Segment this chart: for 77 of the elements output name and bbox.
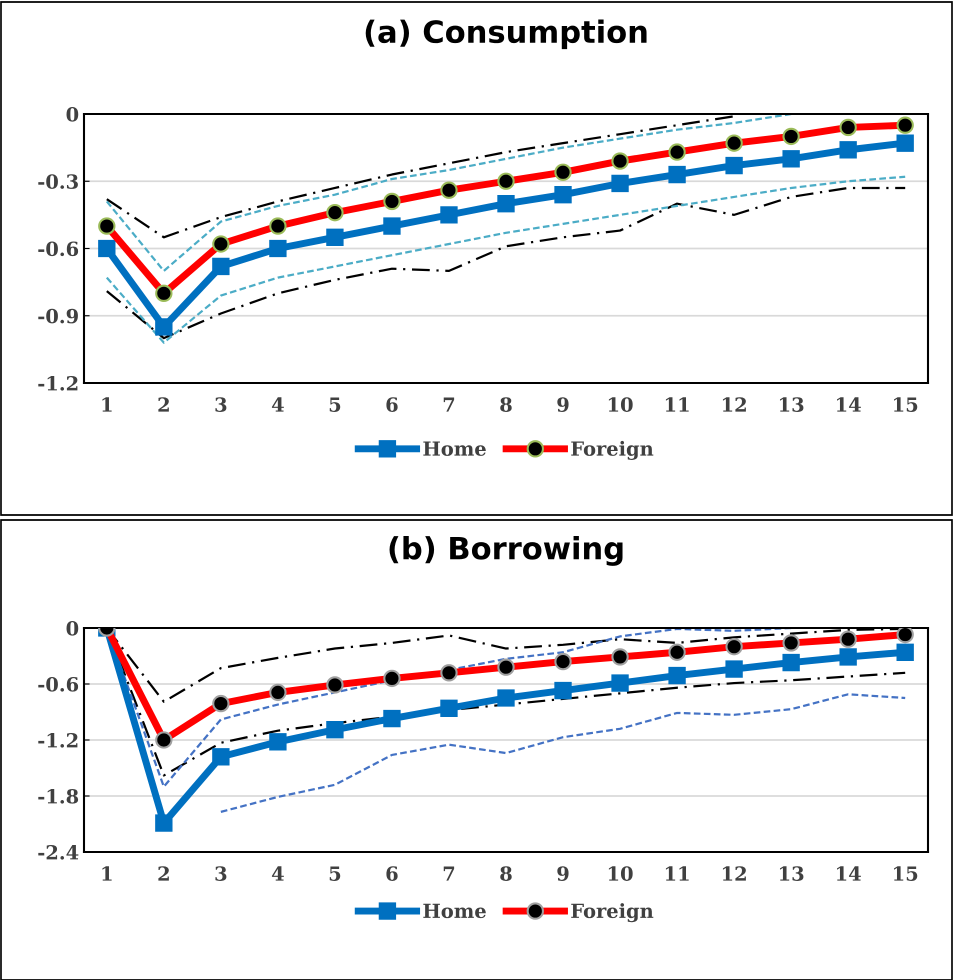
point <box>611 174 629 192</box>
x-tick-label: 12 <box>722 397 746 412</box>
point <box>269 733 287 751</box>
x-tick-label: 9 <box>557 397 569 412</box>
x-tick-label: 2 <box>158 866 169 881</box>
y-tick-label: -0.9 <box>38 308 78 324</box>
x-tick-label: 7 <box>444 866 454 881</box>
x-tick-label: 7 <box>444 397 454 412</box>
legend-label: Home <box>423 441 486 456</box>
legend-label: Foreign <box>571 903 654 922</box>
point <box>896 644 914 661</box>
point <box>668 166 686 184</box>
legend-label: Foreign <box>571 440 654 460</box>
y-tick-label: -2.4 <box>38 844 78 860</box>
legend-label: Home <box>423 904 486 918</box>
x-tick-label: 14 <box>837 866 861 881</box>
point <box>497 194 515 212</box>
point <box>497 689 515 707</box>
point <box>839 141 857 159</box>
y-tick-label: -0.3 <box>38 174 78 189</box>
point <box>269 240 287 258</box>
x-tick-label: 14 <box>837 397 861 412</box>
x-tick-label: 15 <box>894 866 918 881</box>
x-tick-label: 4 <box>272 866 284 881</box>
point <box>668 666 686 684</box>
x-tick-label: 3 <box>215 397 226 412</box>
point <box>326 721 344 738</box>
x-tick-label: 4 <box>272 397 284 412</box>
point <box>725 660 743 678</box>
point <box>383 217 401 235</box>
x-tick-label: 15 <box>894 397 918 412</box>
x-tick-label: 9 <box>557 866 569 881</box>
x-tick-label: 1 <box>102 397 112 412</box>
y-tick-label: -0.6 <box>38 676 78 692</box>
x-tick-label: 12 <box>722 866 746 881</box>
y-tick-label: -1.2 <box>38 732 78 748</box>
point <box>440 700 458 717</box>
x-tick-label: 13 <box>780 397 804 412</box>
y-tick-label: -1.2 <box>38 376 78 391</box>
x-tick-label: 5 <box>330 397 340 412</box>
point <box>554 186 572 204</box>
x-tick-label: 3 <box>215 866 226 881</box>
x-tick-label: 10 <box>608 397 633 412</box>
point <box>212 748 230 766</box>
chart-title: (a) Consumption <box>366 20 647 50</box>
x-tick-label: 10 <box>608 866 633 881</box>
point <box>896 134 914 152</box>
point <box>212 258 230 276</box>
point <box>611 674 629 692</box>
point <box>782 150 800 168</box>
point <box>155 318 173 336</box>
point <box>839 648 857 666</box>
x-tick-label: 6 <box>386 397 398 412</box>
x-tick-label: 8 <box>500 866 512 881</box>
y-tick-label: 0 <box>66 106 78 122</box>
x-tick-label: 11 <box>666 397 689 412</box>
x-tick-label: 5 <box>330 866 340 881</box>
point <box>782 654 800 672</box>
point <box>98 240 116 258</box>
y-tick-label: -1.8 <box>38 788 78 804</box>
point <box>554 682 572 700</box>
x-tick-label: 11 <box>666 866 689 881</box>
line-series <box>106 114 792 272</box>
point <box>155 814 173 832</box>
point <box>440 206 458 224</box>
y-tick-label: -0.6 <box>38 241 78 256</box>
line-series <box>220 693 906 813</box>
y-tick-label: 0 <box>66 620 78 636</box>
point <box>383 710 401 728</box>
x-tick-label: 8 <box>500 397 512 412</box>
chart-title: (b) Borrowing <box>390 536 623 566</box>
x-tick-label: 2 <box>158 397 169 412</box>
point <box>725 156 743 174</box>
point <box>326 228 344 246</box>
x-tick-label: 13 <box>780 866 804 881</box>
x-tick-label: 1 <box>102 866 112 881</box>
x-tick-label: 6 <box>386 866 398 881</box>
